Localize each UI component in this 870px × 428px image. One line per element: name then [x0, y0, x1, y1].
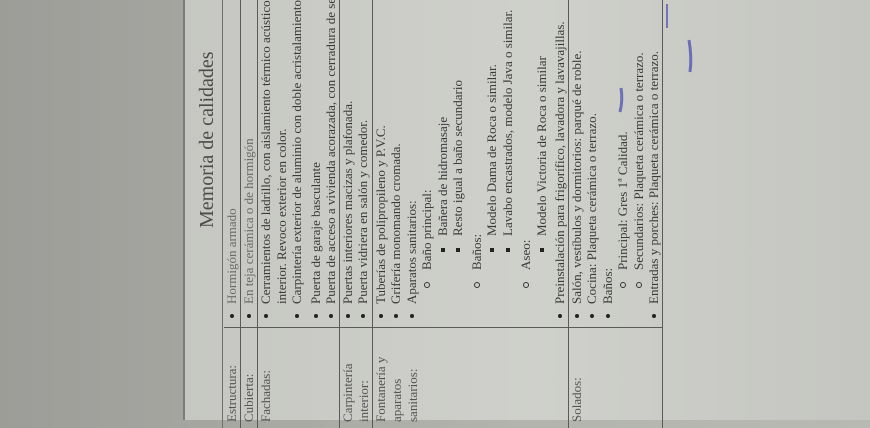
list-item: Aparatos sanitarios: Baño principal: Bañ…: [404, 0, 550, 321]
list-item: Puerta vidriera en salón y comedor.: [355, 0, 371, 321]
subsublist-item: Resto igual a baño secundario: [450, 0, 466, 258]
qualities-table: Estructura: Hormigón armado Cubierta: En…: [224, 0, 663, 428]
sublist-item: Principal: Gres 1ª Calidad.: [615, 0, 631, 294]
list-item: Tuberías de polipropileno y P.V.C.: [373, 0, 389, 321]
subsublist-item: Modelo Dama de Roca o similar.: [484, 0, 500, 258]
table-row: Estructura: Hormigón armado: [224, 0, 241, 428]
sublist-item: Baños: Modelo Dama de Roca o similar. La…: [469, 0, 516, 294]
table-row: Fontanería y aparatos sanitarios: Tuberí…: [372, 0, 568, 428]
list-item: Salón, vestíbulos y dormitorios: parqué …: [569, 0, 585, 321]
list-item: Cocina: Plaqueta cerámica o terrazo.: [584, 0, 600, 321]
list-item: Baños: Principal: Gres 1ª Calidad. Secun…: [600, 0, 647, 321]
page-title: Memoria de calidades: [192, 0, 223, 428]
row-label: Solados:: [568, 328, 662, 428]
table-row: Solados: Salón, vestíbulos y dormitorios…: [568, 0, 662, 428]
list-item: Entradas y porches: Plaqueta cerámica o …: [646, 0, 662, 321]
table-row: Carpintería interior: Puertas interiores…: [339, 0, 372, 428]
table-row: Cubierta: En teja cerámica o de hormigón: [241, 0, 258, 428]
subsublist-item: Lavabo encastrados, modelo Java o simila…: [500, 0, 516, 258]
list-item: Carpintería exterior de aluminio con dob…: [289, 0, 305, 321]
list-item: Puerta de acceso a vivienda acorazada, c…: [323, 0, 339, 321]
row-label: Fachadas:: [258, 328, 340, 428]
row-label: Fontanería y aparatos sanitarios:: [372, 328, 568, 428]
list-item: Hormigón armado: [224, 0, 240, 321]
row-label: Cubierta:: [241, 328, 258, 428]
row-label: Estructura:: [224, 328, 241, 428]
list-item: Preinstalación para frigorífico, lavador…: [552, 0, 568, 321]
row-label: Carpintería interior:: [339, 328, 372, 428]
sublist-item: Aseo: Modelo Victoria de Roca o similar: [518, 0, 549, 294]
sublist-item: Secundarios: Plaqueta cerámica o terrazo…: [631, 0, 647, 294]
list-item: Cerramientos de ladrillo, con aislamient…: [258, 0, 289, 321]
subsublist-item: Modelo Victoria de Roca o similar: [534, 0, 550, 258]
list-item: Grifería monomando cromada.: [388, 0, 404, 321]
sublist-item: Baño principal: Bañera de hidromasaje Re…: [419, 0, 466, 294]
list-item: En teja cerámica o de hormigón: [241, 0, 257, 321]
list-item: Puerta de garaje basculante: [308, 0, 324, 321]
list-item: Puertas interiores macizas y plafonada.: [340, 0, 356, 321]
table-row: Fachadas: Cerramientos de ladrillo, con …: [258, 0, 340, 428]
subsublist-item: Bañera de hidromasaje: [435, 0, 451, 258]
